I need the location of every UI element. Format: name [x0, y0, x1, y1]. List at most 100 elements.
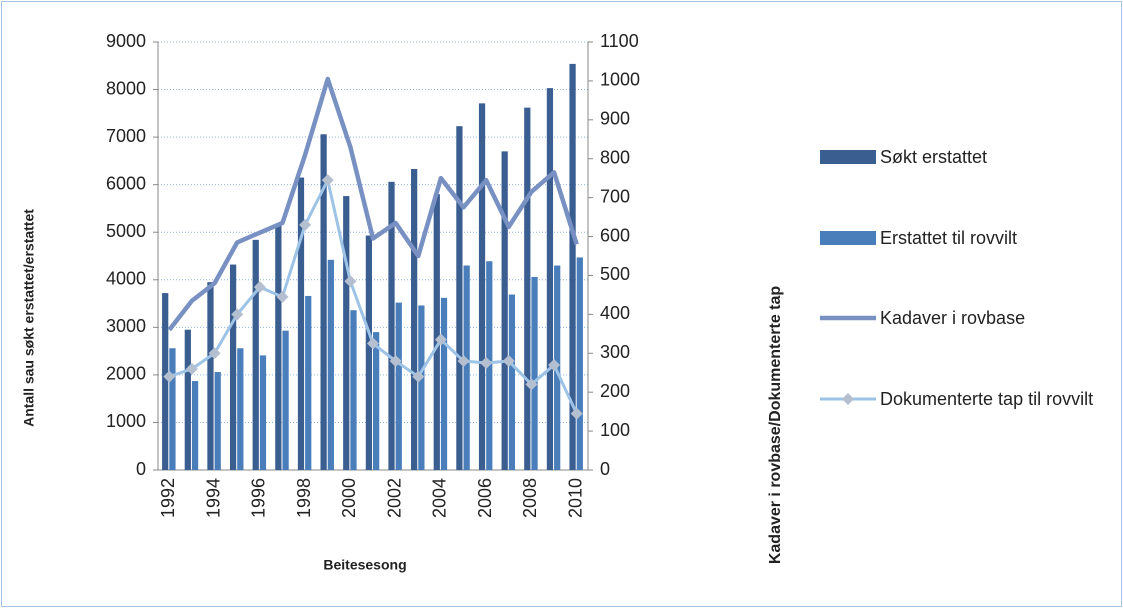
marker: [344, 275, 357, 288]
bar: [191, 381, 199, 470]
x-tick-label: 2004: [430, 478, 450, 518]
y2-tick-label: 700: [600, 186, 630, 206]
legend-label: Dokumenterte tap til rovvilt: [880, 389, 1094, 409]
bar: [229, 264, 237, 470]
x-tick-label: 1998: [294, 478, 314, 518]
marker: [163, 370, 176, 383]
bar: [343, 196, 350, 470]
x-tick-label: 2008: [520, 478, 540, 518]
x-axis-title: Beitesesong: [323, 557, 406, 573]
marker: [185, 362, 198, 375]
y2-axis-title: Kadaver i rovbase/Dokumenterte tap: [767, 286, 784, 565]
y-tick-label: 0: [136, 459, 146, 479]
marker: [502, 355, 515, 368]
bar: [282, 330, 289, 470]
bar: [463, 265, 470, 470]
bar: [162, 293, 169, 470]
bar: [508, 294, 516, 470]
x-tick-label: 1992: [158, 478, 178, 518]
bar: [207, 282, 214, 470]
bar: [350, 310, 357, 470]
bar: [576, 257, 583, 470]
marker: [231, 308, 244, 321]
y2-tick-label: 600: [600, 225, 630, 245]
bar: [275, 225, 282, 470]
bar: [320, 134, 327, 470]
x-tick-label: 1994: [203, 478, 223, 518]
bar: [184, 329, 191, 470]
y-tick-label: 1000: [106, 411, 146, 431]
x-tick-label: 2006: [475, 478, 495, 518]
marker: [548, 358, 561, 371]
line-series: [167, 76, 579, 332]
legend-label: Erstattet til rovvilt: [880, 228, 1018, 248]
marker: [276, 290, 289, 303]
bar: [388, 181, 395, 470]
bar: [418, 305, 425, 470]
legend-swatch: [820, 231, 876, 245]
bar: [478, 103, 486, 470]
y2-tick-label: 1100: [600, 31, 639, 51]
bar: [327, 259, 334, 470]
marker: [253, 281, 266, 294]
bar: [440, 297, 448, 470]
bar: [524, 107, 531, 471]
legend-label: Søkt erstattet: [880, 147, 988, 167]
y-axis-title: Antall sau søkt erstattet/erstattet: [21, 209, 37, 427]
marker: [457, 355, 470, 368]
x-tick-label: 2000: [339, 478, 359, 518]
y-tick-label: 9000: [106, 31, 146, 51]
y2-tick-label: 100: [600, 420, 630, 440]
y2-tick-label: 500: [600, 264, 630, 284]
marker: [389, 355, 402, 368]
bar: [237, 348, 244, 470]
y-tick-label: 5000: [106, 221, 146, 241]
bar: [373, 332, 380, 470]
bar: [546, 88, 554, 470]
bar: [252, 239, 259, 470]
y2-tick-label: 300: [600, 342, 630, 362]
x-tick-label: 2010: [565, 478, 585, 518]
y2-tick-label: 400: [600, 303, 630, 323]
marker: [367, 337, 379, 350]
bar: [169, 348, 176, 470]
x-tick-label: 1996: [249, 478, 269, 518]
y-tick-label: 2000: [106, 364, 146, 384]
y-tick-label: 7000: [106, 126, 146, 146]
y-tick-label: 3000: [106, 316, 146, 336]
marker: [570, 407, 583, 420]
legend-swatch: [820, 150, 876, 164]
bar: [411, 168, 418, 470]
y2-tick-label: 200: [600, 381, 630, 401]
bar: [501, 151, 508, 470]
x-tick-label: 2002: [384, 478, 404, 518]
marker: [299, 218, 312, 231]
bar: [365, 235, 372, 470]
y2-tick-label: 1000: [600, 70, 640, 90]
y-tick-label: 6000: [106, 173, 146, 193]
marker: [412, 370, 425, 383]
bar: [214, 372, 221, 470]
bar: [569, 63, 576, 471]
y2-tick-label: 900: [600, 109, 630, 129]
y-tick-label: 8000: [106, 78, 146, 98]
bar: [456, 126, 463, 470]
y-tick-label: 4000: [106, 269, 146, 289]
bar: [395, 302, 402, 470]
bar: [305, 295, 312, 470]
marker: [480, 357, 493, 369]
bar: [531, 276, 538, 470]
bar: [297, 177, 305, 471]
marker: [208, 347, 221, 360]
bar: [259, 355, 267, 470]
marker: [525, 378, 538, 391]
y2-tick-label: 0: [600, 459, 610, 479]
y2-tick-label: 800: [600, 147, 630, 167]
legend-label: Kadaver i rovbase: [880, 308, 1026, 328]
marker: [321, 174, 334, 187]
marker: [434, 333, 447, 346]
legend-marker: [842, 393, 854, 405]
